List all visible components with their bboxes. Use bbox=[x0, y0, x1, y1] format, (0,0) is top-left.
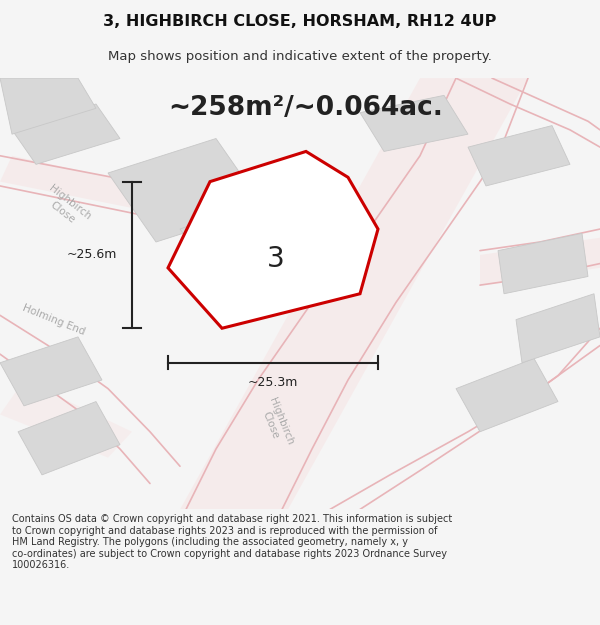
Text: Highbirch
Close: Highbirch Close bbox=[40, 184, 92, 231]
Polygon shape bbox=[480, 238, 600, 285]
Polygon shape bbox=[180, 78, 528, 509]
Polygon shape bbox=[498, 233, 588, 294]
Polygon shape bbox=[18, 401, 120, 475]
Polygon shape bbox=[0, 156, 228, 225]
Text: Map shows position and indicative extent of the property.: Map shows position and indicative extent… bbox=[108, 50, 492, 62]
Polygon shape bbox=[108, 139, 264, 242]
Text: ~25.3m: ~25.3m bbox=[248, 376, 298, 389]
Polygon shape bbox=[0, 337, 102, 406]
Polygon shape bbox=[468, 126, 570, 186]
Polygon shape bbox=[360, 96, 468, 151]
Text: ~258m²/~0.064ac.: ~258m²/~0.064ac. bbox=[169, 95, 443, 121]
Polygon shape bbox=[12, 104, 120, 164]
Text: 3: 3 bbox=[267, 245, 285, 273]
Polygon shape bbox=[168, 151, 378, 328]
Polygon shape bbox=[180, 190, 348, 311]
Polygon shape bbox=[516, 294, 600, 362]
Polygon shape bbox=[456, 358, 558, 432]
Text: 3, HIGHBIRCH CLOSE, HORSHAM, RH12 4UP: 3, HIGHBIRCH CLOSE, HORSHAM, RH12 4UP bbox=[103, 14, 497, 29]
Text: Contains OS data © Crown copyright and database right 2021. This information is : Contains OS data © Crown copyright and d… bbox=[12, 514, 452, 571]
Text: Highbirch
Close: Highbirch Close bbox=[257, 396, 295, 451]
Text: ~25.6m: ~25.6m bbox=[67, 248, 117, 261]
Polygon shape bbox=[0, 380, 132, 458]
Text: Holming End: Holming End bbox=[21, 302, 87, 337]
Polygon shape bbox=[0, 78, 96, 134]
